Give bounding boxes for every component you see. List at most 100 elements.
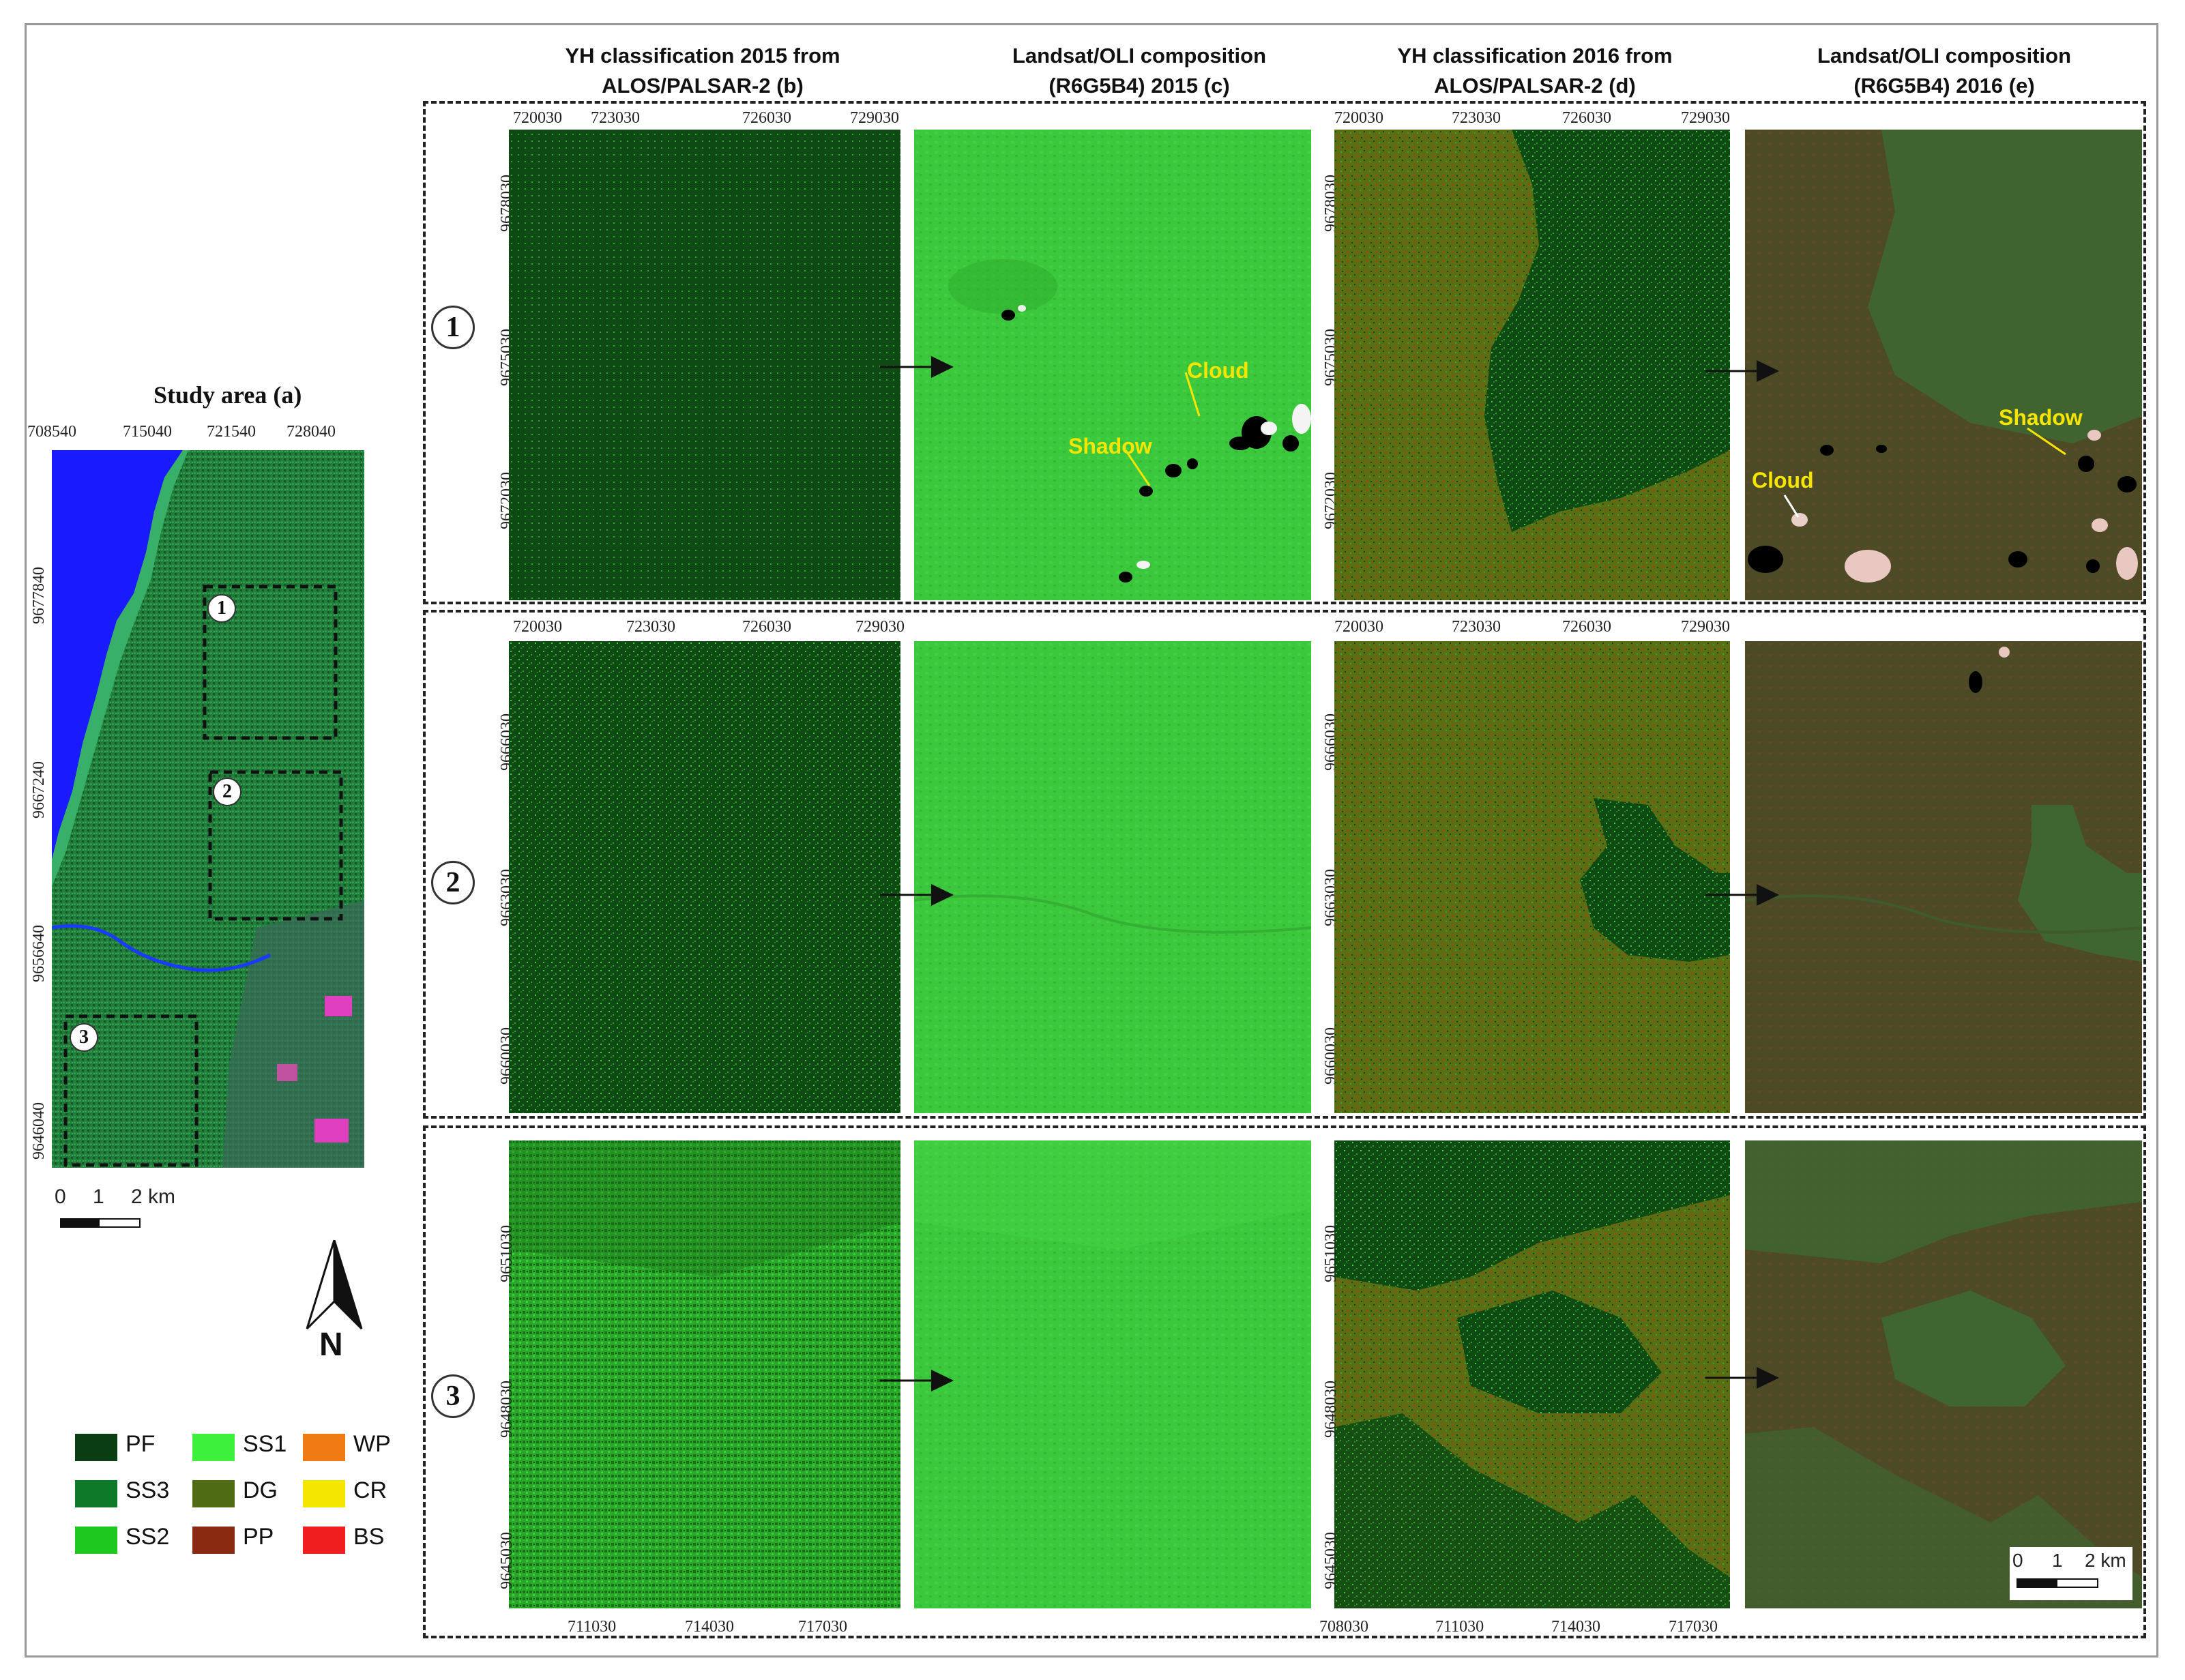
study-box-2 — [208, 770, 343, 921]
r1-b-xtick-1: 720030 — [513, 109, 562, 127]
row-box-2 — [423, 610, 2146, 1119]
r3-arrow-d-to-e — [1705, 1367, 1779, 1389]
r1-c-cloud-label: Cloud — [1187, 358, 1249, 383]
column-title-e-line2: (R6G5B4) 2016 (e) — [1853, 74, 2035, 98]
legend-label-ss2: SS2 — [126, 1524, 170, 1550]
bare-patch-1 — [325, 996, 352, 1016]
bare-patch-2 — [314, 1119, 349, 1143]
r1-d-xtick-4: 729030 — [1681, 109, 1730, 127]
r3-b-xtick-3: 717030 — [798, 1618, 847, 1636]
r1-e-shadow-label: Shadow — [1999, 405, 2083, 430]
r1-c-cloud-3 — [1292, 404, 1311, 434]
r2-e-landsat-2016 — [1745, 641, 2142, 1113]
row-box-3 — [423, 1125, 2146, 1638]
legend-swatch-pp — [192, 1527, 235, 1554]
column-title-c: Landsat/OLI composition (R6G5B4) 2015 (c… — [935, 41, 1344, 101]
r1-c-cloud-2 — [1261, 422, 1277, 435]
column-title-e: Landsat/OLI composition (R6G5B4) 2016 (e… — [1740, 41, 2149, 101]
legend-swatch-dg — [192, 1480, 235, 1507]
r2-b-xtick-1: 720030 — [513, 618, 562, 636]
r3-b-ytick-3: 9645030 — [498, 1532, 516, 1589]
row-label-1: 1 — [431, 306, 475, 349]
north-arrow-icon — [306, 1240, 363, 1330]
r3-b-xtick-2: 714030 — [685, 1618, 734, 1636]
sa-xtick-3: 721540 — [207, 423, 256, 441]
panel-scale-0: 0 — [2012, 1550, 2023, 1571]
legend-swatch-pf — [75, 1434, 117, 1461]
r1-c-cloud-shadow-1 — [1001, 310, 1015, 321]
r1-d-xtick-3: 726030 — [1562, 109, 1611, 127]
r3-e-landsat-2016 — [1745, 1140, 2142, 1608]
r3-b-xtick-1: 711030 — [568, 1618, 617, 1636]
r1-e-cloud-4 — [2116, 547, 2138, 580]
r3-arrow-b-to-c — [880, 1370, 954, 1391]
ocean-area — [52, 450, 183, 859]
coastline-strip — [52, 450, 188, 887]
r2-b-xtick-4: 729030 — [855, 618, 905, 636]
legend-swatch-ss3 — [75, 1480, 117, 1507]
column-title-d-line1: YH classification 2016 from — [1397, 44, 1673, 68]
panel-scale-1: 1 — [2052, 1550, 2063, 1571]
sa-ytick-3: 9656640 — [30, 925, 48, 982]
row-box-1 — [423, 101, 2146, 604]
study-box-3-label: 3 — [70, 1023, 98, 1052]
r1-b-xtick-4: 729030 — [850, 109, 899, 127]
r2-d-xtick-2: 723030 — [1452, 618, 1501, 636]
r2-arrow-d-to-e — [1705, 884, 1779, 906]
r3-d-xtick-2: 711030 — [1435, 1618, 1484, 1636]
r2-d-xtick-4: 729030 — [1681, 618, 1730, 636]
legend-label-pf: PF — [126, 1431, 156, 1457]
figure-frame — [25, 23, 2158, 1657]
r3-d-ytick-2: 9648030 — [1322, 1381, 1340, 1438]
sa-scale-1: 1 — [93, 1185, 104, 1208]
sa-xtick-1: 708540 — [27, 423, 76, 441]
panel-scale-bar — [2017, 1578, 2098, 1588]
legend-label-dg: DG — [243, 1477, 278, 1503]
r1-b-xtick-3: 726030 — [742, 109, 791, 127]
r2-arrow-b-to-c — [880, 884, 954, 906]
legend-swatch-wp — [303, 1434, 345, 1461]
legend-label-ss1: SS1 — [243, 1431, 287, 1457]
r3-c-landsat-2015 — [914, 1140, 1311, 1608]
row-label-2: 2 — [431, 861, 475, 904]
study-box-1 — [203, 585, 338, 740]
r2-b-xtick-3: 726030 — [742, 618, 791, 636]
column-title-d: YH classification 2016 from ALOS/PALSAR-… — [1330, 41, 1740, 101]
legend-swatch-cr — [303, 1480, 345, 1507]
r2-c-landsat-2015 — [914, 641, 1311, 1113]
r1-c-cloud-1 — [1018, 305, 1026, 312]
legend-label-ss3: SS3 — [126, 1477, 170, 1503]
r3-d-xtick-1: 708030 — [1319, 1618, 1368, 1636]
sa-ytick-1: 9677840 — [30, 567, 48, 624]
r1-b-xtick-2: 723030 — [591, 109, 640, 127]
r3-b-ytick-1: 9651030 — [498, 1225, 516, 1282]
r1-d-primary-forest-block — [1484, 130, 1730, 532]
column-title-b: YH classification 2015 from ALOS/PALSAR-… — [498, 41, 907, 101]
column-title-b-line2: ALOS/PALSAR-2 (b) — [602, 74, 804, 98]
r1-d-classification-2016 — [1334, 130, 1730, 600]
r1-c-cloud-shadow-6 — [1165, 464, 1182, 477]
sa-scale-0: 0 — [55, 1185, 66, 1208]
legend-swatch-ss1 — [192, 1434, 235, 1461]
study-box-1-label: 1 — [207, 594, 236, 623]
r1-c-cloud-shadow-4 — [1282, 435, 1299, 452]
r2-d-classification-2016 — [1334, 641, 1730, 1113]
study-area-title: Study area (a) — [153, 381, 302, 409]
column-title-b-line1: YH classification 2015 from — [565, 44, 840, 68]
sa-xtick-2: 715040 — [123, 423, 172, 441]
r1-c-cloud-shadow-8 — [1119, 572, 1132, 583]
study-area-map — [52, 450, 364, 1168]
r3-d-ytick-1: 9651030 — [1322, 1225, 1340, 1282]
r1-e-cloud-shadow-3 — [1876, 445, 1887, 453]
bare-patch-3 — [277, 1064, 297, 1081]
legend-label-cr: CR — [353, 1477, 387, 1503]
degraded-southeast — [222, 900, 364, 1168]
r1-e-cloud-shadow-7 — [2086, 559, 2100, 573]
r2-e-cloud-shadow-1 — [1969, 671, 1982, 693]
r2-d-xtick-3: 726030 — [1562, 618, 1611, 636]
sa-xtick-4: 728040 — [287, 423, 336, 441]
panel-scale-2: 2 km — [2085, 1550, 2126, 1571]
r2-b-xtick-2: 723030 — [626, 618, 675, 636]
r1-e-cloud-shadow-6 — [2008, 551, 2027, 568]
r1-arrow-b-to-c — [880, 356, 954, 378]
